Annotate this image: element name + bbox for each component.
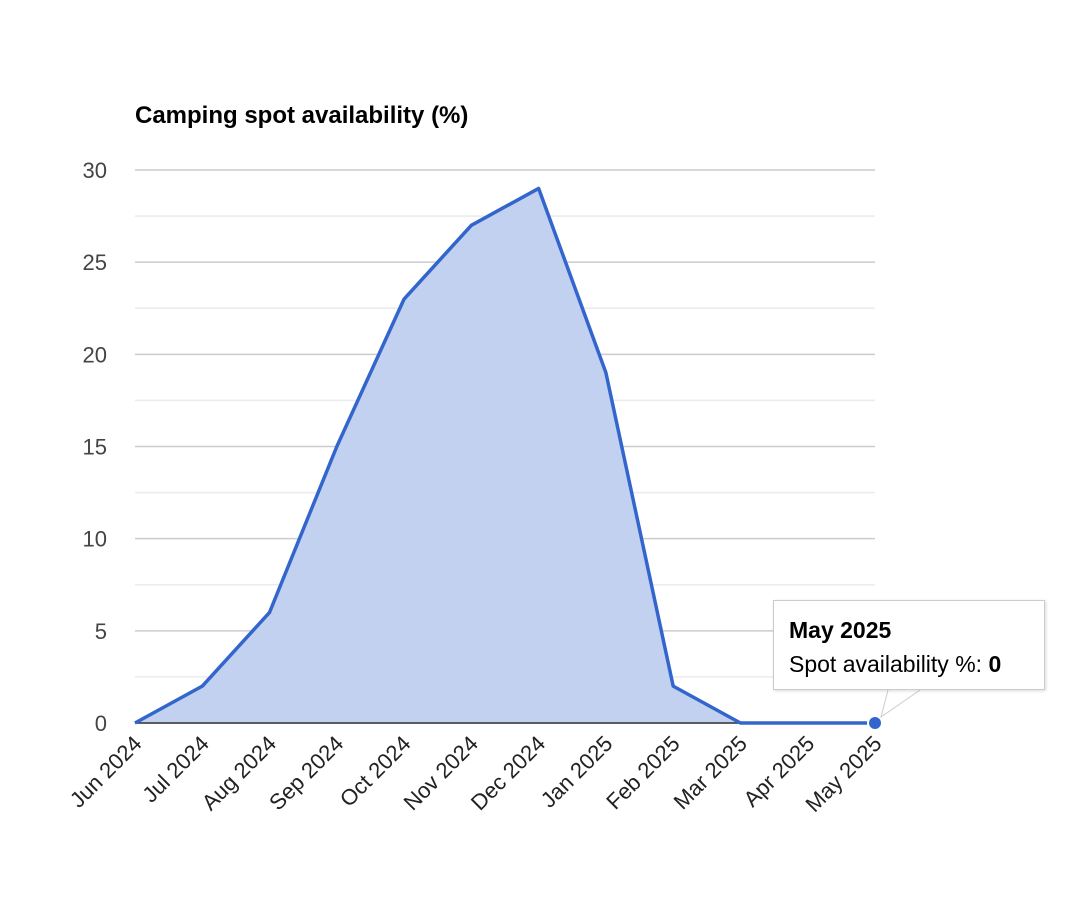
y-tick-label: 30: [83, 158, 107, 183]
y-axis-ticks: 0 5 10 15 20 25 30: [83, 158, 107, 736]
tooltip-pointer: [880, 689, 921, 719]
x-tick-label: Sep 2024: [264, 731, 348, 815]
x-tick-label: Jun 2024: [65, 731, 147, 813]
y-tick-label: 10: [83, 527, 107, 552]
chart-title: Camping spot availability (%): [135, 102, 468, 129]
x-tick-label: Dec 2024: [466, 731, 550, 815]
tooltip-row: Spot availability %: 0: [789, 651, 1001, 678]
y-tick-label: 15: [83, 435, 107, 460]
tooltip-value: 0: [988, 651, 1002, 677]
x-tick-label: Feb 2025: [601, 731, 684, 814]
series-line: [134, 186, 875, 725]
y-tick-label: 0: [95, 711, 107, 736]
area-fill: [135, 188, 875, 723]
y-tick-label: 20: [83, 342, 107, 367]
x-tick-label: Mar 2025: [669, 731, 752, 814]
tooltip: May 2025 Spot availability %: 0: [773, 600, 1045, 690]
data-point-highlight[interactable]: [867, 715, 883, 731]
tooltip-label: Spot availability %:: [789, 651, 983, 677]
y-tick-label: 25: [83, 250, 107, 275]
data-points: [867, 715, 883, 731]
y-tick-label: 5: [95, 619, 107, 644]
tooltip-title: May 2025: [789, 617, 892, 643]
